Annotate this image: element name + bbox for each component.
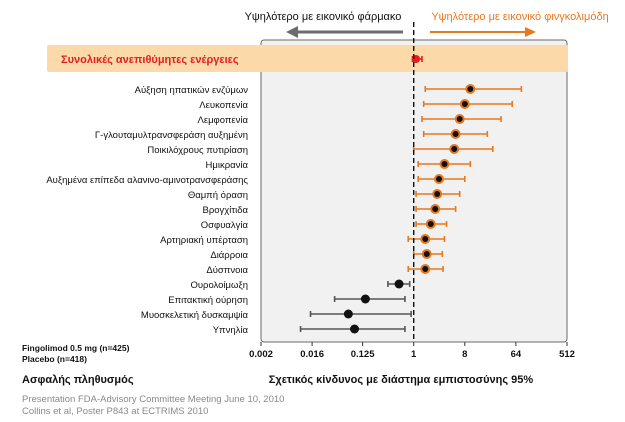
row-label: Βρογχίτιδα bbox=[202, 205, 248, 216]
point-estimate bbox=[360, 294, 370, 304]
row-label: Συνολικές ανεπιθύμητες ενέργειες bbox=[61, 54, 239, 66]
x-axis-label: Σχετικός κίνδυνος με διάστημα εμπιστοσύν… bbox=[269, 374, 534, 386]
right-arrow-head bbox=[525, 27, 536, 37]
source-line-2: Collins et al, Poster P843 at ECTRIMS 20… bbox=[22, 406, 208, 417]
point-estimate bbox=[454, 114, 465, 124]
x-tick-label: 0.016 bbox=[300, 349, 324, 360]
forest-row: Ουρολοίμωξη bbox=[190, 279, 411, 291]
x-tick-label: 0.002 bbox=[249, 349, 273, 360]
header-left-label: Υψηλότερο με εικονικό φάρμακο bbox=[245, 11, 402, 23]
highlight-band bbox=[47, 45, 568, 72]
source-line-1: Presentation FDA-Advisory Committee Meet… bbox=[22, 394, 284, 405]
forest-row: Επιτακτική ούρηση bbox=[168, 294, 406, 306]
forest-row: Ποικιλόχρους πυτιρίαση bbox=[147, 144, 494, 156]
point-estimate bbox=[430, 204, 441, 214]
forest-row: Αυξημένα επίπεδα αλανινο-αμινοτρανσφεράσ… bbox=[46, 174, 466, 186]
row-label: Δύσπνοια bbox=[206, 265, 248, 276]
forest-row: Λεμφοπενία bbox=[197, 114, 502, 126]
forest-row: Μυοσκελετική δυσκαμψία bbox=[141, 309, 412, 321]
row-label: Μυοσκελετική δυσκαμψία bbox=[141, 310, 249, 321]
row-label: Αρτηριακή υπέρταση bbox=[160, 235, 248, 246]
point-estimate bbox=[425, 219, 436, 229]
left-arrow-head bbox=[286, 26, 298, 38]
forest-row: Βρογχίτιδα bbox=[202, 204, 457, 216]
point-estimate bbox=[450, 129, 461, 139]
point-estimate bbox=[465, 84, 476, 94]
x-tick-label: 512 bbox=[559, 349, 575, 360]
header-right-label: Υψηλότερο με εικονικό φινγκολιμόδη bbox=[431, 11, 608, 23]
row-label: Αυξημένα επίπεδα αλανινο-αμινοτρανσφεράσ… bbox=[46, 175, 248, 186]
legend-fingolimod: Fingolimod 0.5 mg (n=425) bbox=[22, 343, 130, 353]
forest-row: Αύξηση ηπατικών ενζύμων bbox=[135, 84, 523, 96]
point-estimate bbox=[434, 174, 445, 184]
x-tick-label: 1 bbox=[411, 349, 417, 360]
point-estimate bbox=[420, 234, 431, 244]
row-label: Γ-γλουταμυλτρανσφεράση αυξημένη bbox=[95, 130, 248, 141]
row-label: Διάρροια bbox=[210, 250, 248, 261]
point-estimate bbox=[350, 324, 360, 334]
point-estimate bbox=[459, 99, 470, 109]
forest-row: Ημικρανία bbox=[206, 159, 472, 171]
point-estimate bbox=[394, 279, 404, 289]
point-estimate bbox=[439, 159, 450, 169]
row-label: Οσφυαλγία bbox=[201, 220, 249, 231]
row-label: Υπνηλία bbox=[213, 325, 249, 336]
legend-placebo: Placebo (n=418) bbox=[22, 354, 87, 364]
point-estimate bbox=[420, 264, 431, 274]
x-tick-label: 0.125 bbox=[351, 349, 375, 360]
row-label: Επιτακτική ούρηση bbox=[168, 295, 248, 306]
forest-row: Γ-γλουταμυλτρανσφεράση αυξημένη bbox=[95, 129, 489, 141]
forest-row: Οσφυαλγία bbox=[201, 219, 448, 231]
forest-row: Συνολικές ανεπιθύμητες ενέργειες bbox=[61, 54, 423, 66]
point-estimate bbox=[449, 144, 460, 154]
x-tick-label: 64 bbox=[511, 349, 522, 360]
forest-row: Διάρροια bbox=[210, 249, 444, 261]
row-label: Θαμπή όραση bbox=[188, 190, 248, 201]
forest-row: Δύσπνοια bbox=[206, 264, 444, 276]
row-label: Ημικρανία bbox=[206, 160, 249, 171]
x-tick-label: 8 bbox=[462, 349, 467, 360]
point-estimate bbox=[421, 249, 432, 259]
forest-row: Υπνηλία bbox=[213, 324, 406, 336]
row-label: Ποικιλόχρους πυτιρίαση bbox=[147, 145, 248, 156]
forest-row: Λευκοπενία bbox=[199, 99, 513, 111]
point-estimate bbox=[432, 189, 443, 199]
row-label: Λεμφοπενία bbox=[197, 115, 248, 126]
forest-row: Θαμπή όραση bbox=[188, 189, 461, 201]
row-label: Αύξηση ηπατικών ενζύμων bbox=[135, 85, 249, 96]
point-estimate bbox=[343, 309, 353, 319]
population-label: Ασφαλής πληθυσμός bbox=[22, 374, 134, 386]
row-label: Λευκοπενία bbox=[199, 100, 248, 111]
row-label: Ουρολοίμωξη bbox=[190, 280, 248, 291]
